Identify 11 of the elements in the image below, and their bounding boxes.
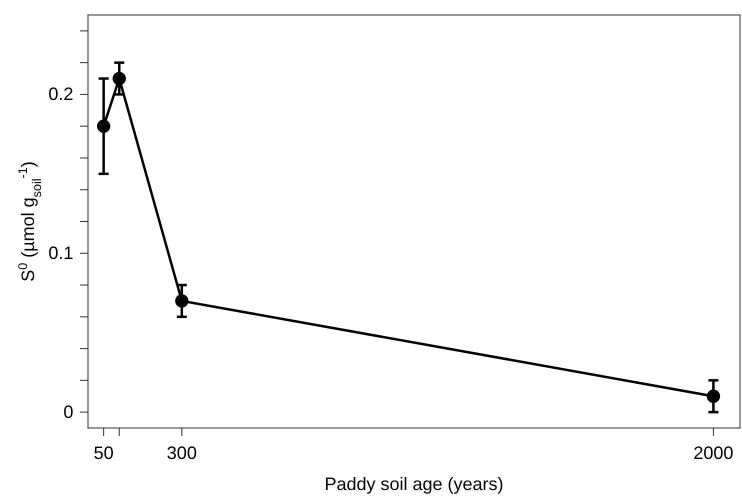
y-tick-label: 0.1	[48, 243, 74, 264]
point	[112, 72, 126, 86]
x-tick-label: 2000	[693, 442, 734, 463]
y-tick-label: 0.2	[48, 84, 74, 104]
point	[96, 120, 110, 133]
y-tick-label: 0	[63, 402, 74, 422]
x-axis-title: Paddy soil age (years)	[324, 474, 504, 494]
point	[706, 390, 720, 403]
point	[175, 294, 188, 308]
x-tick-label: 50	[94, 442, 114, 463]
x-tick-label: 300	[166, 442, 197, 463]
